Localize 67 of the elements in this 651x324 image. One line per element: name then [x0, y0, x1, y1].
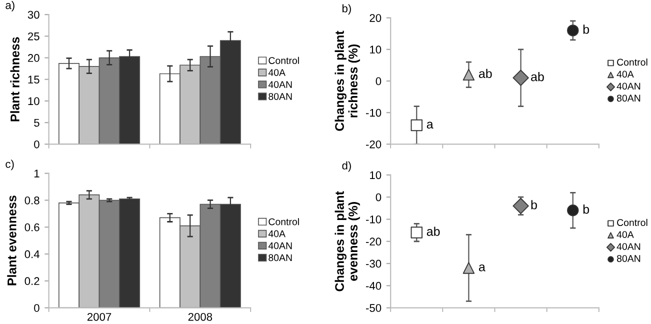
y-tick-label: 10 — [28, 97, 40, 106]
legend-label: 40AN — [616, 243, 640, 250]
point — [567, 204, 579, 216]
y-tick-label: 0 — [376, 193, 382, 202]
y-tick-label: -20 — [366, 140, 382, 148]
chart-title: b) — [342, 4, 351, 15]
point — [512, 198, 529, 214]
legend-label: Control — [617, 58, 648, 66]
y-axis-title: Changes in plant richness (%) — [334, 30, 360, 131]
x-tick-label: 2008 — [188, 312, 212, 321]
point — [462, 68, 475, 81]
y-tick-label: -10 — [366, 108, 382, 117]
legend-label: 80AN — [268, 254, 292, 262]
y-tick-label: 30 — [28, 10, 40, 19]
legend-label: 40A — [268, 230, 286, 238]
y-tick-label: 0.2 — [24, 277, 40, 286]
legend-label: 40AN — [268, 81, 292, 88]
y-tick-label: 0 — [376, 77, 382, 86]
legend-label: 80AN — [616, 94, 640, 102]
y-tick-label: 0 — [34, 140, 40, 148]
y-tick-label: 15 — [28, 76, 40, 84]
x-tick-label: 2007 — [87, 312, 112, 321]
y-tick-label: 10 — [370, 171, 382, 180]
legend-label: Control — [617, 218, 648, 226]
y-tick-label: -20 — [366, 238, 382, 246]
y-axis-title: Plant evenness — [7, 196, 16, 286]
y-tick-label: 0.8 — [24, 196, 40, 204]
annotation: ab — [531, 72, 544, 82]
legend-label: 80AN — [268, 93, 292, 100]
legend-label: 40A — [268, 69, 286, 76]
y-tick-label: 25 — [28, 32, 40, 40]
y-tick-label: -30 — [366, 260, 382, 268]
y-tick-label: -10 — [366, 216, 382, 224]
annotation: b — [583, 204, 590, 214]
annotation: a — [426, 122, 434, 129]
y-tick-label: 20 — [370, 14, 382, 22]
y-tick-label: 1 — [34, 170, 40, 178]
chart-title: c) — [6, 160, 14, 170]
point — [410, 119, 423, 132]
chart-title: a) — [6, 0, 14, 12]
annotation: ab — [478, 68, 492, 78]
point — [410, 226, 423, 238]
chart-title: d) — [342, 161, 351, 172]
y-tick-label: 0.4 — [24, 250, 40, 258]
y-tick-label: -40 — [366, 282, 382, 290]
point — [512, 70, 529, 86]
y-tick-label: 5 — [34, 118, 40, 127]
annotation: a — [478, 264, 486, 272]
legend-label: 40A — [616, 231, 634, 238]
y-axis-title: Plant richness — [10, 37, 20, 122]
y-tick-label: 10 — [370, 46, 382, 54]
y-tick-label: -50 — [366, 304, 382, 312]
y-tick-label: 0.6 — [24, 223, 40, 232]
point — [567, 24, 579, 36]
legend-label: 40A — [616, 70, 634, 78]
legend-label: 40AN — [268, 242, 292, 250]
legend-label: 80AN — [616, 255, 640, 262]
legend-label: Control — [268, 56, 299, 64]
point — [462, 262, 475, 274]
y-axis-title: Changes in plant evenness (%) — [334, 191, 360, 292]
annotation: b — [531, 200, 537, 210]
legend-label: 40AN — [616, 82, 640, 90]
y-tick-label: 0 — [34, 304, 40, 312]
y-tick-label: 20 — [28, 54, 40, 62]
annotation: b — [583, 24, 590, 34]
legend-label: Control — [268, 218, 299, 226]
annotation: ab — [426, 226, 440, 236]
